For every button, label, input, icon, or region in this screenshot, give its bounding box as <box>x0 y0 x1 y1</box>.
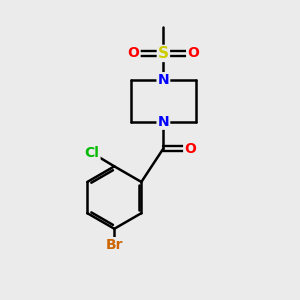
Text: S: S <box>158 46 169 61</box>
Text: O: O <box>128 46 140 60</box>
Text: O: O <box>187 46 199 60</box>
Text: N: N <box>158 73 169 87</box>
Text: O: O <box>184 142 196 155</box>
Text: Br: Br <box>106 238 123 252</box>
Text: N: N <box>158 115 169 129</box>
Text: Cl: Cl <box>85 146 100 160</box>
